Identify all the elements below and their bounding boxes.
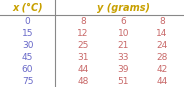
Text: 75: 75 [22, 77, 33, 86]
Text: 44: 44 [156, 77, 168, 86]
Text: 60: 60 [22, 65, 33, 74]
Text: x (°C): x (°C) [12, 3, 43, 13]
Text: 42: 42 [156, 65, 168, 74]
Text: 24: 24 [156, 41, 168, 50]
Text: 25: 25 [77, 41, 89, 50]
Text: 44: 44 [77, 65, 89, 74]
Text: 10: 10 [118, 29, 129, 38]
Text: 31: 31 [77, 53, 89, 62]
Text: 39: 39 [118, 65, 129, 74]
Text: 28: 28 [156, 53, 168, 62]
Text: 8: 8 [159, 17, 165, 26]
Text: 48: 48 [77, 77, 89, 86]
Text: 21: 21 [118, 41, 129, 50]
Text: 14: 14 [156, 29, 168, 38]
Text: 51: 51 [118, 77, 129, 86]
Text: 8: 8 [80, 17, 86, 26]
Text: 15: 15 [22, 29, 33, 38]
Text: 6: 6 [120, 17, 126, 26]
Text: 12: 12 [77, 29, 89, 38]
Text: y (grams): y (grams) [97, 3, 150, 13]
Text: 30: 30 [22, 41, 33, 50]
Text: 0: 0 [25, 17, 31, 26]
Text: 45: 45 [22, 53, 33, 62]
Text: 33: 33 [118, 53, 129, 62]
